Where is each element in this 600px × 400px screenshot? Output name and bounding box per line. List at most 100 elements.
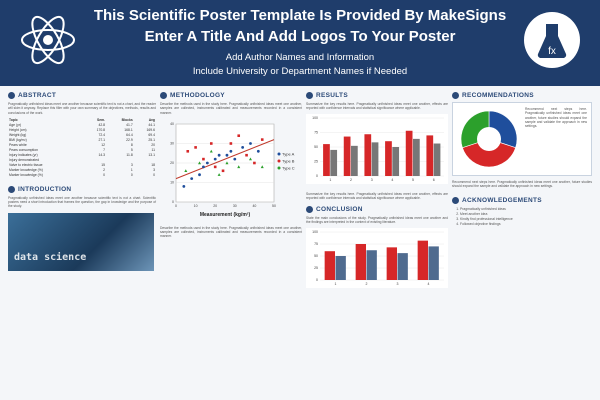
abstract-text: Pragmatically unfinished ideas meet one … [8,102,156,115]
conclusion-text: State the main conclusions of the study.… [306,216,448,225]
x-tick-label: 50 [272,204,276,208]
table-row: Injury indicates (yr) 14.3 11.8 13.1 [8,153,156,158]
y-tick-label: 20 [170,161,174,165]
acknowledgements-icon [452,196,459,204]
table-cell: 14.3 [98,153,106,158]
bar-chart-2-wrap: 1 2 3 4 0 25 50 75 100 [306,227,448,293]
scatter-point [213,165,217,169]
scatter-point [260,138,264,141]
y-tick-label: 10 [170,181,174,185]
table-cell: 69.4 [148,133,155,138]
table-header-cell: Blocks [121,118,133,123]
table-cell: 7 [103,148,106,153]
table-cell: Age (yr) [9,123,22,128]
table-cell: 11 [151,148,155,153]
y-tick-label: 25 [314,266,318,270]
scatter-point [205,161,209,165]
table-cell: 8 [130,143,133,148]
table-cell: BMI (kg/m²) [9,138,27,143]
scatter-point [186,149,190,153]
scatter-point [249,141,252,145]
table-row: Pears consumption 7 5 11 [8,148,156,153]
scatter-point [209,149,213,153]
table-row: Height (cm) 170.8 168.1 169.6 [8,128,156,133]
bar [433,143,441,176]
legend-label: Type A [282,151,295,156]
column-4: RECOMMENDATIONS Recommend next steps her… [452,92,592,227]
table-row: Weight (kg) 72.4 64.4 69.4 [8,133,156,138]
x-axis-label: Measurement (kg/m²) [200,212,251,218]
results-text: Summarize the key results here. Pragmati… [306,102,448,111]
ack-item: Kindly find professional intelligence [460,217,592,222]
y-tick-label: 0 [316,278,318,282]
bar [413,138,420,176]
recommendations-icon [452,92,459,99]
table-cell: 41.7 [126,123,133,128]
table-row: BMI (kg/m²) 27.1 22.9 25.1 [8,138,156,143]
scatter-point [217,153,221,157]
scatter-point [209,142,213,145]
bar [343,136,351,176]
recommendations-side-text: Recommend next steps here. Pragmatically… [525,107,587,129]
legend-marker [277,166,281,170]
bar [366,250,377,280]
y-tick-label: 25 [314,159,318,163]
table-cell: 18 [151,163,155,168]
y-tick-label: 50 [314,145,318,149]
scatter-point [221,169,225,172]
y-tick-label: 50 [314,254,318,258]
scatter-point [229,142,233,145]
table-row: Valve to electric tissue 15 3 18 [8,163,156,168]
acknowledgements-list: Pragmatically unfinished ideas Meet anot… [452,207,592,227]
x-tick-label: 3 [397,282,399,286]
ack-item: Followed objective findings [460,222,592,227]
column-3: RESULTS Summarize the key results here. … [306,92,448,296]
x-tick-label: 2 [350,178,352,182]
table-cell: 27.1 [98,138,106,143]
bar [417,240,428,280]
table-cell: Height (cm) [9,128,27,133]
y-tick-label: 100 [312,230,318,234]
scatter-point [229,149,233,153]
table-cell: 3 [153,168,155,173]
trend-line [175,139,275,179]
scatter-point [190,177,194,180]
poster-title-line2: Enter A Title And Add Logos To Your Post… [144,28,456,45]
table-cell: 5 [130,148,133,153]
pie-slice [461,138,517,168]
y-tick-label: 75 [314,130,318,134]
y-tick-label: 100 [312,116,318,120]
table-row: Marker knowledge (%) 2 1 3 [8,168,156,173]
table-cell: 42.8 [98,123,106,128]
table-row: Pears white 12 8 20 [8,143,156,148]
table-cell: Valve to electric tissue [9,163,43,168]
table-row: Marker knowledge (%) 0 0 0 [8,173,156,178]
table-cell: Pears white [9,143,27,148]
x-tick-label: 1 [335,282,337,286]
table-cell: Marker knowledge (%) [9,173,43,178]
introduction-icon [8,185,15,193]
illustration-photo: data science [8,212,154,271]
photo-caption: data science [14,251,87,263]
scatter-point [202,157,205,161]
methodology-heading: METHODOLOGY [160,92,302,99]
abstract-icon [8,92,15,99]
methodology-text: Describe the methods used in the study h… [160,102,302,115]
scatter-point [245,153,248,157]
table-cell: 2 [103,168,106,173]
scatter-point [202,165,205,169]
poster-title-line1: This Scientific Poster Template Is Provi… [93,7,507,24]
table-cell: Marker knowledge (%) [9,168,43,173]
table-cell: 20 [151,143,155,148]
poster-header: This Scientific Poster Template Is Provi… [0,0,600,86]
table-cell: 11.8 [126,153,133,158]
column-2: METHODOLOGY Describe the methods used in… [160,92,302,239]
bar [324,250,335,280]
table-cell: 15 [101,163,106,168]
y-tick-label: 75 [314,242,318,246]
table-cell: 168.1 [124,128,133,133]
bar-chart-1: 1 2 3 4 5 6 0 25 50 75 100 [306,113,448,184]
pie-hole [477,127,501,151]
bar [386,247,397,280]
x-tick-label: 2 [366,282,368,286]
